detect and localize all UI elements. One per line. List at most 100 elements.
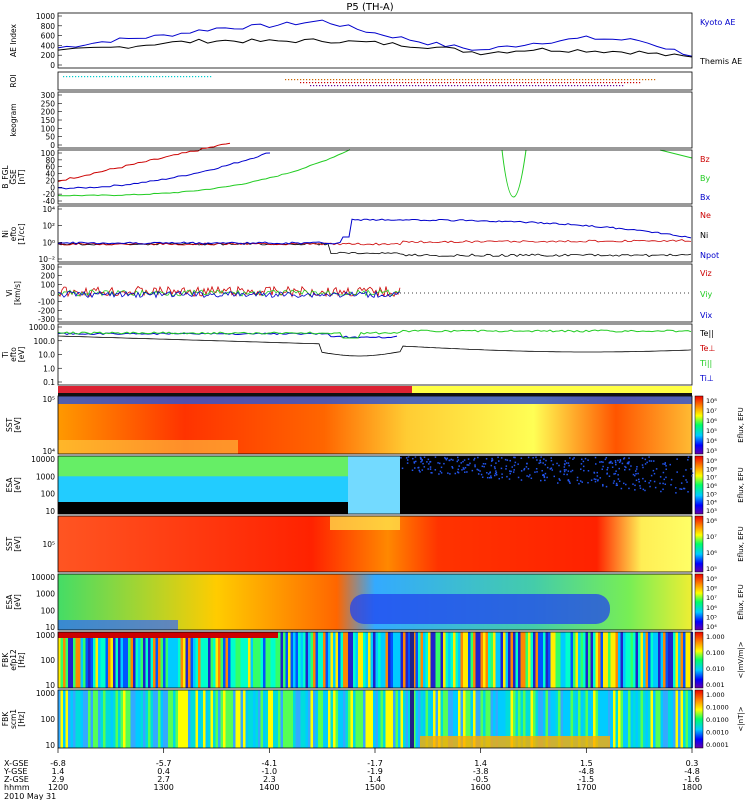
fbk-column: [110, 690, 114, 748]
roi-dot: [150, 76, 152, 78]
fbk-column: [338, 632, 341, 688]
roi-dot: [645, 79, 647, 81]
roi-dot: [457, 85, 459, 87]
fbk-column: [620, 690, 624, 748]
roi-dot: [417, 79, 419, 81]
esa1-pixel: [652, 469, 655, 472]
fbk-column: [73, 632, 76, 688]
roi-dot: [93, 76, 95, 78]
roi-dot: [183, 76, 185, 78]
fbk-column: [343, 690, 346, 748]
esa1-pixel: [464, 466, 467, 469]
roi-dot: [544, 85, 546, 87]
esa1-pixel: [627, 462, 630, 465]
fbk-column: [133, 690, 136, 748]
fbk-column: [128, 632, 131, 688]
roi-dot: [504, 82, 506, 84]
fbk-column: [338, 690, 341, 748]
colorbar-tick: 10⁶: [706, 604, 717, 612]
fbk-column: [425, 632, 429, 688]
fbk-column: [520, 632, 524, 688]
roi-dot: [381, 79, 383, 81]
fbk-column: [170, 632, 174, 688]
roi-dot: [535, 85, 537, 87]
roi-dot: [486, 79, 488, 81]
esa1-pixel: [612, 482, 615, 484]
fbk-column: [265, 632, 269, 688]
roi-dot: [345, 82, 347, 84]
ytick-keogram: 200: [41, 108, 56, 117]
esa1-pixel: [634, 489, 636, 491]
esa1-pixel: [650, 460, 653, 462]
roi-dot: [604, 85, 606, 87]
fbk-column: [625, 690, 629, 748]
fbk-column: [555, 690, 559, 748]
esa1-pixel: [477, 469, 480, 471]
esa1-pixel: [596, 475, 599, 477]
fbk-column: [198, 632, 201, 688]
fbk-column: [228, 632, 231, 688]
esa1-pixel: [538, 462, 540, 464]
esa1-pixel: [544, 472, 547, 475]
esa1-pixel: [611, 462, 614, 464]
esa1-pixel: [639, 487, 642, 489]
roi-dot: [330, 82, 332, 84]
esa1-pixel: [528, 475, 530, 478]
fbk-column: [238, 632, 241, 688]
fbk-column: [545, 632, 549, 688]
roi-dot: [579, 82, 581, 84]
roi-dot: [543, 79, 545, 81]
roi-dot: [522, 79, 524, 81]
esa1-pixel: [662, 463, 664, 465]
roi-dot: [609, 79, 611, 81]
ytick-ti: 100.0: [34, 337, 56, 346]
fbk-column: [590, 632, 594, 688]
esa1-pixel: [413, 462, 416, 464]
roi-dot: [516, 82, 518, 84]
esa1-pixel: [474, 465, 476, 468]
roi-dot: [367, 85, 369, 87]
fbk-column: [255, 632, 259, 688]
fbk-column: [680, 632, 684, 688]
fbk-column: [673, 632, 676, 688]
esa1-pixel: [682, 475, 685, 478]
colorbar-tick: 10⁸: [706, 465, 717, 473]
roi-dot: [492, 79, 494, 81]
fbk-column: [488, 632, 491, 688]
roi-dot: [424, 85, 426, 87]
ytick-vi: 300: [41, 263, 56, 272]
fbk-column: [420, 632, 424, 688]
ylabel-fbk2: scm1: [9, 709, 18, 729]
fbk-column: [323, 690, 326, 748]
esa1-pixel: [429, 461, 431, 463]
fbk-column: [660, 690, 664, 748]
fbk-column: [565, 632, 569, 688]
fbk-column: [90, 632, 94, 688]
roi-dot: [496, 85, 498, 87]
fbk-column: [200, 690, 204, 748]
ytick-ni: 10⁻²: [38, 255, 55, 264]
x-row-label-zgse: Z-GSE: [4, 775, 29, 784]
fbk-column: [550, 690, 554, 748]
roi-dot: [414, 79, 416, 81]
esa1-pixel: [451, 467, 454, 469]
esa1-pixel: [495, 462, 497, 464]
ylabel-ae: AE Index: [9, 23, 18, 56]
roi-dot: [396, 82, 398, 84]
roi-dot: [66, 76, 68, 78]
roi-dot: [484, 85, 486, 87]
esa1-pixel: [676, 471, 678, 473]
fbk-column: [213, 632, 216, 688]
bx-line: [57, 152, 271, 190]
fbk-column: [473, 632, 476, 688]
fbk-column: [570, 632, 574, 688]
panel-frame: [57, 91, 693, 149]
ylabel-ni: Ni: [1, 230, 10, 238]
esa1-pixel: [559, 470, 562, 473]
fbk-column: [448, 632, 451, 688]
fbk-column: [298, 632, 301, 688]
fbk-column: [458, 632, 461, 688]
esa1-pixel: [401, 467, 404, 470]
roi-dot: [612, 82, 614, 84]
esa1-pixel: [680, 482, 683, 484]
